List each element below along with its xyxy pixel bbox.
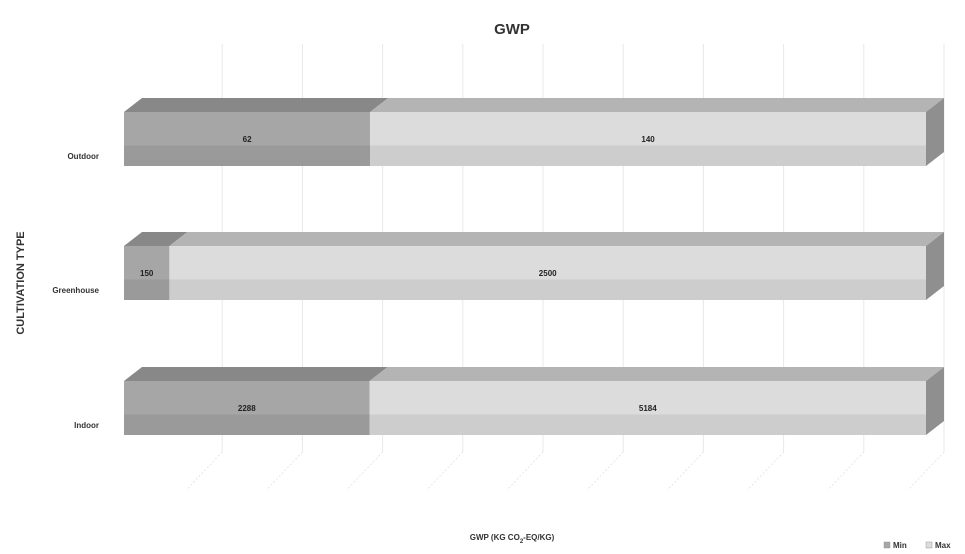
- bar-shade: [370, 145, 926, 166]
- bar-max-outdoor: 140: [370, 98, 944, 166]
- floor-gridline: [266, 451, 303, 491]
- legend: Min Max: [883, 541, 951, 550]
- floor-gridline: [586, 451, 624, 491]
- floor-gridline: [667, 451, 704, 491]
- floor-gridline: [907, 451, 945, 491]
- floor-gridline: [747, 451, 784, 491]
- data-label: 2500: [539, 269, 557, 278]
- floor-gridline: [506, 451, 544, 491]
- legend-swatch-max: [925, 541, 933, 549]
- data-label: 5184: [639, 404, 657, 413]
- category-label: Greenhouse: [52, 286, 99, 295]
- floor-gridline: [185, 451, 223, 491]
- floor-gridline: [827, 451, 865, 491]
- bar-shade: [369, 414, 926, 435]
- bar-shade: [124, 279, 170, 300]
- bar-side-face: [926, 98, 944, 166]
- bar-top-face: [369, 367, 944, 381]
- bar-top-face: [169, 232, 944, 246]
- y-axis-label: CULTIVATION TYPE: [15, 231, 27, 334]
- x-axis-label: GWP (KG CO2-EQ/KG): [470, 533, 555, 545]
- category-label: Outdoor: [67, 152, 99, 161]
- bar-shade: [169, 279, 926, 300]
- category-labels: Outdoor Greenhouse Indoor: [52, 152, 99, 430]
- bar-side-face: [926, 232, 944, 300]
- bar-shade: [124, 414, 370, 435]
- x-axis-label-suffix: -EQ/KG): [523, 533, 554, 542]
- bar-max-indoor: 5184: [369, 367, 944, 435]
- bar-min-indoor: 2288: [124, 367, 388, 435]
- floor-gridline: [346, 451, 383, 491]
- bar-top-face: [124, 232, 188, 246]
- bar-max-greenhouse: 2500: [169, 232, 944, 300]
- bar-top-face: [370, 98, 944, 112]
- data-label: 62: [243, 135, 252, 144]
- bar-top-face: [124, 367, 388, 381]
- bar-top-face: [124, 98, 389, 112]
- floor-gridline: [426, 451, 464, 491]
- x-axis-label-prefix: GWP (KG CO: [470, 533, 520, 542]
- data-label: 2288: [238, 404, 256, 413]
- data-label: 140: [641, 135, 655, 144]
- bar-min-outdoor: 62: [124, 98, 389, 166]
- bar-shade: [124, 145, 371, 166]
- bar-min-greenhouse: 150: [124, 232, 188, 300]
- data-label: 150: [140, 269, 154, 278]
- x-axis-label-sub: 2: [520, 539, 524, 545]
- chart-title: GWP: [494, 21, 530, 38]
- legend-swatch-min: [883, 541, 891, 549]
- bars: 62 140 150 2500 2288 5184: [124, 98, 944, 435]
- legend-label-max: Max: [935, 541, 951, 549]
- category-label: Indoor: [74, 421, 99, 430]
- bar-side-face: [926, 367, 944, 435]
- legend-label-min: Min: [893, 541, 907, 549]
